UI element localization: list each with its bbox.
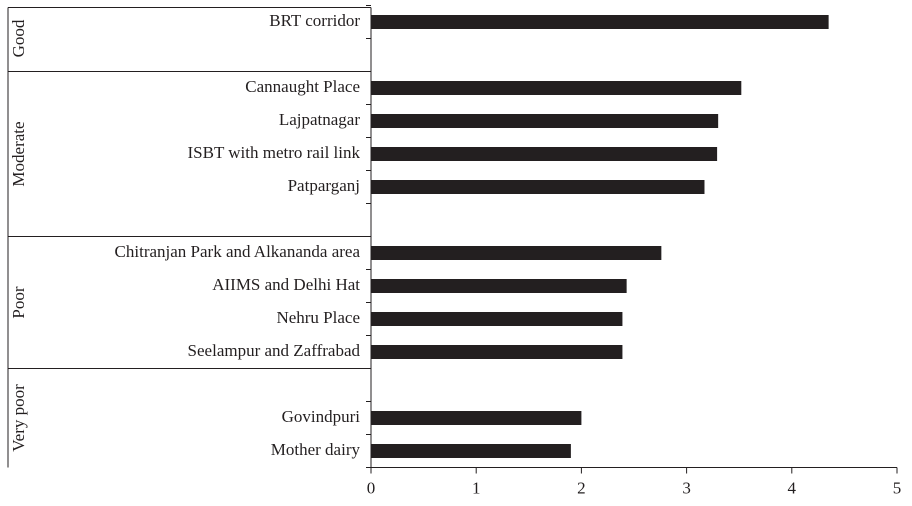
x-tick-label: 2 — [577, 478, 586, 497]
x-tick-label: 3 — [682, 478, 691, 497]
group-label: Very poor — [9, 384, 28, 452]
bar — [371, 180, 705, 194]
bar — [371, 114, 719, 128]
x-tick-label: 1 — [472, 478, 481, 497]
bar — [371, 147, 718, 161]
group-label: Good — [9, 19, 28, 57]
bar — [371, 345, 623, 359]
bar — [371, 279, 627, 293]
y-tick-label: BRT corridor — [269, 11, 360, 30]
y-tick-label: Seelampur and Zaffrabad — [188, 341, 361, 360]
bar — [371, 312, 623, 326]
bar — [371, 411, 582, 425]
y-tick-label: Chitranjan Park and Alkananda area — [115, 242, 361, 261]
group-label: Poor — [9, 286, 28, 318]
group-label: Moderate — [9, 121, 28, 186]
x-tick-label: 0 — [367, 478, 376, 497]
y-tick-label: Cannaught Place — [245, 77, 360, 96]
y-tick-label: AIIMS and Delhi Hat — [212, 275, 360, 294]
bar — [371, 81, 742, 95]
y-tick-label: ISBT with metro rail link — [187, 143, 360, 162]
y-tick-label: Mother dairy — [271, 440, 361, 459]
y-tick-label: Patparganj — [288, 176, 360, 195]
x-tick-label: 4 — [788, 478, 797, 497]
bar — [371, 15, 829, 29]
x-tick-label: 5 — [893, 478, 902, 497]
y-tick-label: Lajpatnagar — [279, 110, 361, 129]
bar — [371, 246, 662, 260]
y-tick-label: Nehru Place — [276, 308, 360, 327]
y-tick-label: Govindpuri — [282, 407, 361, 426]
bar — [371, 444, 571, 458]
